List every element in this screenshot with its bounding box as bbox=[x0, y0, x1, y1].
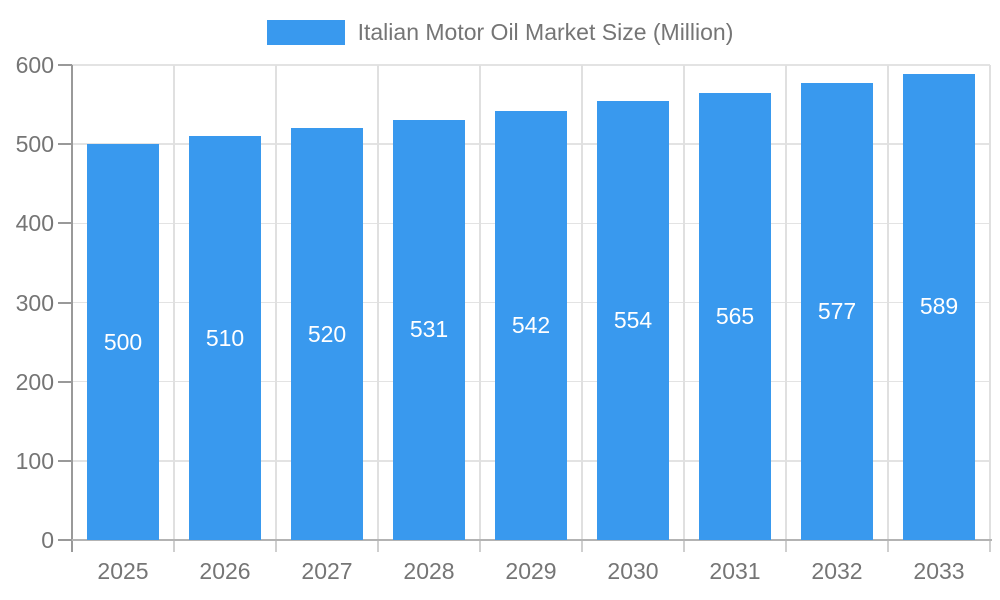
x-tick-label: 2026 bbox=[199, 558, 251, 584]
bar: 520 bbox=[291, 128, 363, 540]
x-gridline bbox=[479, 65, 481, 540]
y-tick-mark bbox=[58, 380, 72, 383]
bar-value-label: 531 bbox=[409, 316, 449, 343]
x-gridline bbox=[275, 65, 277, 540]
x-tick-mark bbox=[683, 540, 685, 552]
y-tick-mark bbox=[58, 143, 72, 146]
y-tick-label: 100 bbox=[15, 447, 54, 474]
bar-value-label: 577 bbox=[817, 298, 857, 325]
bar-value-label: 500 bbox=[103, 328, 143, 355]
bar-value-label: 520 bbox=[307, 320, 347, 347]
legend-swatch bbox=[266, 19, 345, 45]
x-tick-mark bbox=[785, 540, 787, 552]
bar-value-label: 510 bbox=[205, 324, 245, 351]
x-tick-mark bbox=[581, 540, 583, 552]
x-gridline bbox=[683, 65, 685, 540]
legend: Italian Motor Oil Market Size (Million) bbox=[0, 15, 1000, 49]
bar: 565 bbox=[699, 92, 771, 540]
bar-value-label: 589 bbox=[919, 293, 959, 320]
x-gridline bbox=[173, 65, 175, 540]
x-gridline bbox=[887, 65, 889, 540]
y-tick-label: 0 bbox=[41, 527, 54, 553]
bar: 542 bbox=[495, 110, 567, 540]
x-tick-mark bbox=[275, 540, 277, 552]
x-tick-label: 2033 bbox=[913, 558, 965, 584]
y-tick-label: 300 bbox=[15, 289, 54, 316]
bar-value-label: 542 bbox=[511, 311, 551, 338]
x-gridline bbox=[989, 65, 991, 540]
x-tick-mark bbox=[479, 540, 481, 552]
y-gridline bbox=[72, 64, 990, 66]
y-tick-label: 600 bbox=[15, 52, 54, 78]
bar: 589 bbox=[903, 73, 975, 540]
x-gridline bbox=[581, 65, 583, 540]
x-tick-label: 2025 bbox=[97, 558, 149, 584]
x-tick-mark bbox=[377, 540, 379, 552]
x-gridline bbox=[785, 65, 787, 540]
y-tick-label: 200 bbox=[15, 368, 54, 395]
x-axis-line bbox=[72, 539, 992, 541]
x-tick-label: 2031 bbox=[709, 558, 761, 584]
bar: 510 bbox=[189, 136, 261, 540]
bar: 500 bbox=[87, 144, 159, 540]
x-tick-label: 2027 bbox=[301, 558, 353, 584]
x-tick-mark bbox=[989, 540, 991, 552]
bar-value-label: 554 bbox=[613, 307, 653, 334]
y-tick-mark bbox=[58, 64, 72, 66]
x-tick-mark bbox=[173, 540, 175, 552]
x-tick-label: 2030 bbox=[607, 558, 659, 584]
bar-value-label: 565 bbox=[715, 302, 755, 329]
bar: 554 bbox=[597, 101, 669, 540]
x-tick-label: 2028 bbox=[403, 558, 455, 584]
legend-label: Italian Motor Oil Market Size (Million) bbox=[357, 18, 734, 45]
bar: 577 bbox=[801, 83, 873, 540]
y-tick-mark bbox=[58, 301, 72, 304]
y-tick-mark bbox=[58, 539, 72, 541]
y-tick-mark bbox=[58, 222, 72, 225]
y-tick-label: 500 bbox=[15, 131, 54, 158]
x-gridline bbox=[377, 65, 379, 540]
y-tick-label: 400 bbox=[15, 210, 54, 237]
y-axis-line bbox=[71, 65, 73, 552]
bar: 531 bbox=[393, 119, 465, 540]
x-tick-label: 2032 bbox=[811, 558, 863, 584]
x-tick-mark bbox=[887, 540, 889, 552]
x-tick-label: 2029 bbox=[505, 558, 557, 584]
y-tick-mark bbox=[58, 459, 72, 462]
